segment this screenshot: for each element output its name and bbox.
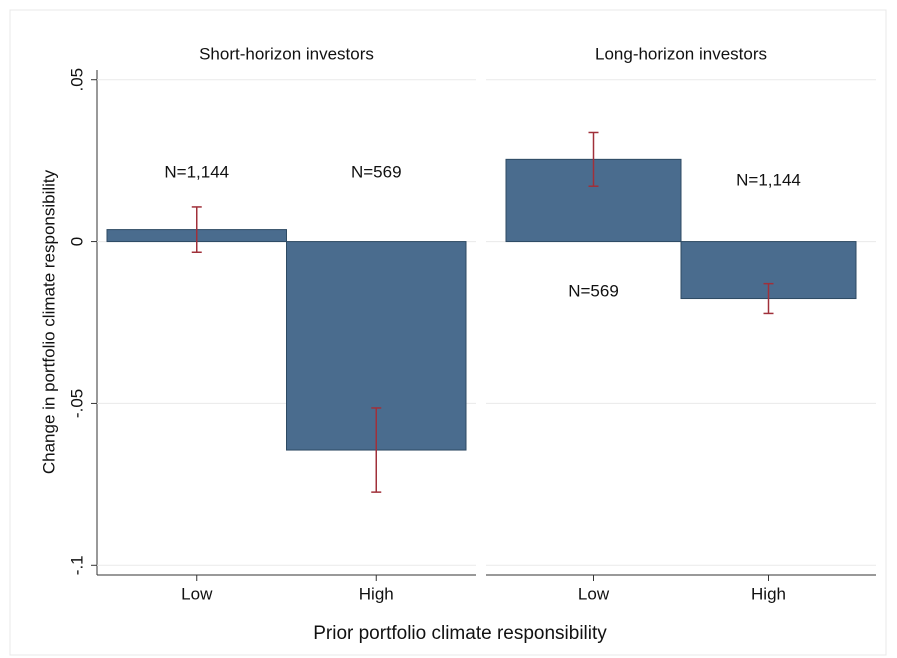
x-tick-label: High xyxy=(751,584,786,603)
y-tick-label: .05 xyxy=(67,68,86,92)
x-tick-label: Low xyxy=(181,584,213,603)
annotation: N=569 xyxy=(351,162,402,181)
panel-title: Long-horizon investors xyxy=(595,44,767,63)
annotation: N=1,144 xyxy=(164,162,229,181)
annotation: N=1,144 xyxy=(736,170,801,189)
y-axis-title: Change in portfolio climate responsibili… xyxy=(39,169,58,474)
y-tick-label: -.05 xyxy=(67,389,86,418)
annotation: N=569 xyxy=(568,281,619,300)
x-tick-label: Low xyxy=(578,584,610,603)
y-tick-label: 0 xyxy=(67,237,86,246)
panel-title: Short-horizon investors xyxy=(199,44,374,63)
y-tick-label: -.1 xyxy=(67,555,86,575)
x-axis-title: Prior portfolio climate responsibility xyxy=(313,623,607,644)
x-tick-label: High xyxy=(359,584,394,603)
